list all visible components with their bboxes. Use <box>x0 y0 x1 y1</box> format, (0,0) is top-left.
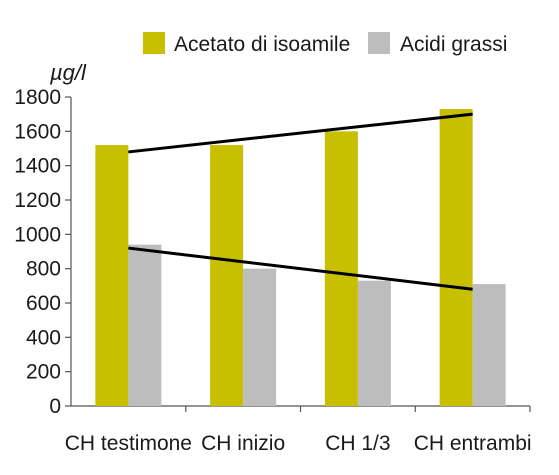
y-ticks: 0 200 400 600 800 1000 1200 1400 1600 1800 <box>14 86 71 418</box>
bar-acidi-0 <box>128 244 162 406</box>
bar-acetato-0 <box>95 145 129 407</box>
bar-acetato-1 <box>210 145 244 407</box>
bar-acidi-2 <box>357 280 391 406</box>
y-tick-label: 800 <box>26 258 61 281</box>
y-tick-label: 1400 <box>14 155 61 178</box>
y-tick-label: 200 <box>26 361 61 384</box>
trendline-acidi <box>128 246 473 291</box>
bar-acetato-2 <box>324 131 358 407</box>
bars <box>95 109 506 407</box>
legend-label-acidi: Acidi grassi <box>400 33 507 56</box>
x-ticks <box>185 406 531 412</box>
y-tick-label: 1600 <box>14 120 61 143</box>
y-tick-label: 1200 <box>14 189 61 212</box>
bar-acetato-3 <box>439 109 473 407</box>
trendlines <box>128 112 473 291</box>
legend-swatch-acetato <box>143 32 165 54</box>
y-tick-label: 1000 <box>14 223 61 246</box>
y-axis-label: µg/l <box>49 60 87 85</box>
category-label: CH inizio <box>201 432 285 455</box>
category-labels: CH testimone CH inizio CH 1/3 CH entrambi <box>65 432 532 455</box>
category-label: CH testimone <box>65 432 192 455</box>
legend-label-acetato: Acetato di isoamile <box>174 33 350 56</box>
y-tick-label: 600 <box>26 292 61 315</box>
y-tick-label: 0 <box>49 395 61 418</box>
bar-acidi-1 <box>243 268 277 406</box>
y-tick-label: 400 <box>26 326 61 349</box>
legend: Acetato di isoamile Acidi grassi <box>143 32 507 56</box>
legend-swatch-acidi <box>368 32 390 54</box>
category-label: CH 1/3 <box>325 432 390 455</box>
y-tick-label: 1800 <box>14 86 61 109</box>
bar-acidi-3 <box>472 284 506 406</box>
trendline-acetato <box>128 112 473 154</box>
category-label: CH entrambi <box>414 432 532 455</box>
